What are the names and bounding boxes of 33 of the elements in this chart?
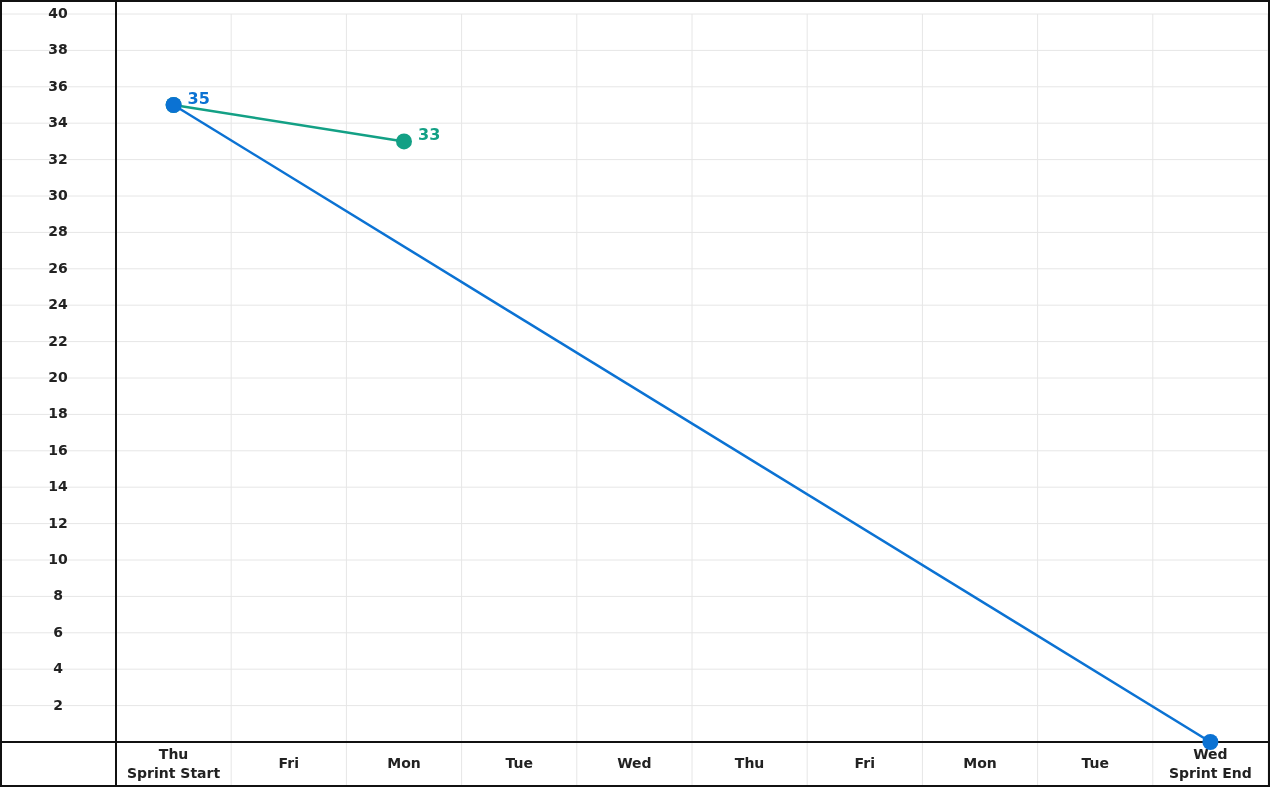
y-tick-label: 16 (48, 441, 68, 458)
y-tick-label: 40 (48, 5, 68, 21)
x-tick-label: Tue (1081, 755, 1109, 771)
x-tick-label: Fri (854, 755, 875, 771)
data-label: 33 (418, 124, 441, 144)
data-label: 35 (187, 88, 210, 108)
y-tick-label: 38 (48, 41, 68, 58)
y-tick-label: 20 (48, 369, 68, 385)
x-tick-label: Wed Sprint End (1168, 746, 1252, 781)
y-tick-label: 4 (53, 660, 64, 677)
y-tick-label: 2 (53, 696, 63, 713)
y-tick-label: 28 (48, 223, 68, 240)
x-tick-label: Tue (505, 755, 533, 771)
y-tick-label: 18 (48, 405, 68, 422)
y-tick-label: 12 (48, 514, 68, 531)
y-tick-label: 8 (53, 587, 63, 604)
y-tick-label: 10 (48, 551, 68, 567)
y-tick-label: 36 (48, 77, 68, 94)
x-tick-label: Mon (387, 755, 421, 771)
x-tick-label: Wed (617, 755, 652, 771)
x-tick-label: Fri (278, 755, 299, 771)
y-tick-label: 24 (48, 296, 68, 313)
y-tick-label: 32 (48, 150, 68, 167)
y-tick-label: 6 (53, 623, 63, 640)
x-tick-label: Thu (734, 755, 765, 771)
x-tick-label: Mon (963, 755, 997, 771)
y-tick-label: 26 (48, 259, 68, 276)
x-tick-label: Thu Sprint Start (127, 746, 221, 781)
y-tick-label: 34 (48, 114, 68, 131)
point (396, 133, 412, 150)
y-tick-label: 22 (48, 332, 68, 349)
y-tick-label: 14 (48, 478, 68, 495)
y-tick-label: 30 (48, 187, 68, 203)
